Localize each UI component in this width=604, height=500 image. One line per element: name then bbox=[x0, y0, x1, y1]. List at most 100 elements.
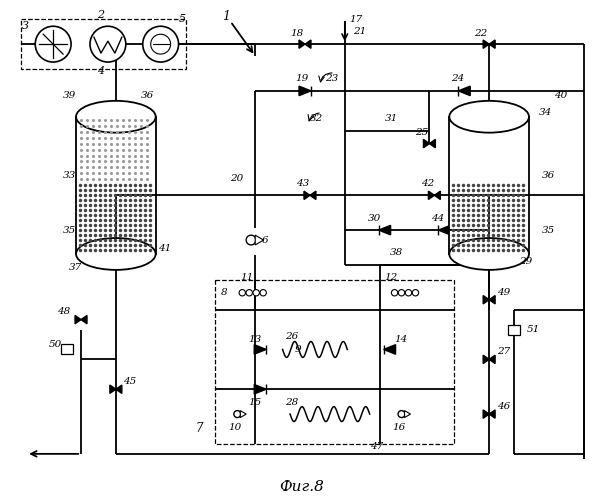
Circle shape bbox=[398, 410, 405, 418]
Text: 49: 49 bbox=[497, 288, 510, 298]
Text: 10: 10 bbox=[228, 422, 242, 432]
Circle shape bbox=[391, 290, 398, 296]
Polygon shape bbox=[489, 355, 495, 364]
Polygon shape bbox=[255, 235, 263, 245]
Circle shape bbox=[405, 290, 412, 296]
Circle shape bbox=[413, 290, 419, 296]
Text: 43: 43 bbox=[296, 179, 309, 188]
Text: 25: 25 bbox=[416, 128, 429, 137]
Text: 48: 48 bbox=[57, 307, 71, 316]
Text: 3: 3 bbox=[22, 21, 30, 31]
Polygon shape bbox=[483, 40, 489, 48]
Text: 22: 22 bbox=[474, 28, 487, 38]
Text: 5: 5 bbox=[179, 14, 185, 24]
Text: 23: 23 bbox=[325, 74, 338, 84]
Polygon shape bbox=[434, 191, 440, 200]
Polygon shape bbox=[299, 86, 311, 96]
Polygon shape bbox=[110, 385, 116, 394]
Text: 12: 12 bbox=[385, 274, 398, 282]
Text: 29: 29 bbox=[519, 258, 532, 266]
Ellipse shape bbox=[76, 101, 156, 132]
Circle shape bbox=[90, 26, 126, 62]
Text: 45: 45 bbox=[123, 377, 136, 386]
Bar bbox=[21, 20, 185, 69]
Text: 46: 46 bbox=[497, 402, 510, 410]
Polygon shape bbox=[483, 296, 489, 304]
Text: 7: 7 bbox=[196, 422, 203, 436]
Polygon shape bbox=[458, 86, 471, 96]
Polygon shape bbox=[81, 316, 87, 324]
Polygon shape bbox=[439, 226, 451, 235]
Circle shape bbox=[399, 290, 405, 296]
Text: 20: 20 bbox=[230, 174, 243, 183]
Text: 40: 40 bbox=[554, 92, 567, 100]
Text: 4: 4 bbox=[97, 66, 104, 76]
Text: 50: 50 bbox=[49, 340, 62, 349]
Circle shape bbox=[143, 26, 179, 62]
Polygon shape bbox=[254, 384, 266, 394]
Polygon shape bbox=[384, 344, 396, 354]
Bar bbox=[216, 280, 454, 444]
Text: 35: 35 bbox=[542, 226, 555, 234]
Polygon shape bbox=[75, 316, 81, 324]
Bar bbox=[508, 324, 520, 334]
Bar bbox=[61, 344, 73, 354]
Circle shape bbox=[260, 290, 266, 296]
Polygon shape bbox=[305, 40, 311, 48]
Text: 41: 41 bbox=[158, 244, 171, 252]
Circle shape bbox=[151, 34, 170, 54]
Text: 36: 36 bbox=[141, 92, 154, 100]
Polygon shape bbox=[423, 140, 429, 148]
Ellipse shape bbox=[76, 238, 156, 270]
Text: 9: 9 bbox=[295, 345, 301, 354]
Polygon shape bbox=[304, 191, 310, 200]
Circle shape bbox=[35, 26, 71, 62]
Text: 11: 11 bbox=[240, 274, 254, 282]
Circle shape bbox=[246, 235, 256, 245]
Text: 2: 2 bbox=[97, 10, 104, 20]
Text: 31: 31 bbox=[385, 114, 398, 123]
Text: 21: 21 bbox=[353, 26, 366, 36]
Circle shape bbox=[234, 410, 241, 418]
Text: 38: 38 bbox=[390, 248, 403, 258]
Bar bbox=[449, 116, 529, 254]
Ellipse shape bbox=[449, 101, 529, 132]
Polygon shape bbox=[379, 226, 391, 235]
Polygon shape bbox=[489, 296, 495, 304]
Text: 39: 39 bbox=[63, 92, 76, 100]
Polygon shape bbox=[299, 40, 305, 48]
Polygon shape bbox=[310, 191, 316, 200]
Text: 1: 1 bbox=[222, 10, 230, 23]
Circle shape bbox=[253, 290, 259, 296]
Text: 14: 14 bbox=[394, 335, 408, 344]
Text: 35: 35 bbox=[63, 226, 76, 234]
Text: 18: 18 bbox=[290, 28, 303, 38]
Text: 33: 33 bbox=[63, 171, 76, 180]
Text: 34: 34 bbox=[539, 108, 552, 118]
Circle shape bbox=[246, 290, 252, 296]
Text: 32: 32 bbox=[310, 114, 323, 123]
Circle shape bbox=[239, 290, 245, 296]
Text: 30: 30 bbox=[368, 214, 381, 222]
Text: 51: 51 bbox=[527, 325, 540, 334]
Polygon shape bbox=[429, 140, 435, 148]
Text: 15: 15 bbox=[248, 398, 262, 406]
Ellipse shape bbox=[449, 238, 529, 270]
Text: 6: 6 bbox=[262, 236, 269, 244]
Text: 19: 19 bbox=[295, 74, 308, 84]
Text: 37: 37 bbox=[69, 264, 82, 272]
Text: 44: 44 bbox=[431, 214, 445, 222]
Text: 28: 28 bbox=[285, 398, 298, 406]
Text: 47: 47 bbox=[370, 442, 383, 452]
Text: 24: 24 bbox=[451, 74, 464, 84]
Text: 17: 17 bbox=[350, 15, 363, 24]
Polygon shape bbox=[489, 40, 495, 48]
Text: Фиг.8: Фиг.8 bbox=[280, 480, 324, 494]
Polygon shape bbox=[428, 191, 434, 200]
Text: 13: 13 bbox=[248, 335, 262, 344]
Polygon shape bbox=[116, 385, 122, 394]
Polygon shape bbox=[483, 355, 489, 364]
Bar bbox=[76, 116, 156, 254]
Polygon shape bbox=[483, 410, 489, 418]
Polygon shape bbox=[405, 410, 411, 418]
